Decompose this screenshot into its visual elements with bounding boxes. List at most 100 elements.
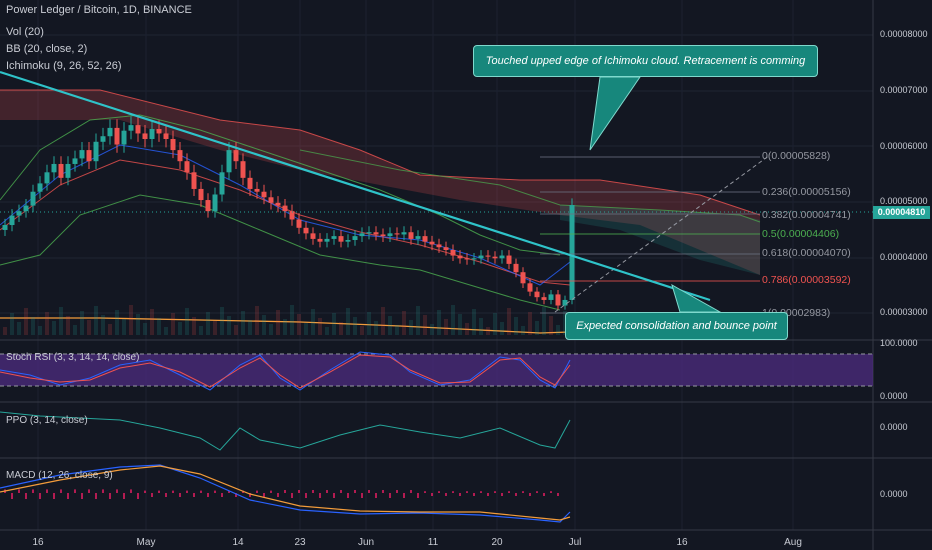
indicator-bb[interactable]: BB (20, close, 2) xyxy=(6,43,88,55)
price-axis-label: 0.00006000 xyxy=(880,141,928,151)
candle-body xyxy=(9,215,15,226)
volume-bar xyxy=(353,317,357,335)
volume-bar xyxy=(171,313,175,335)
candle-body xyxy=(429,241,435,245)
stoch-d xyxy=(0,354,571,389)
annotation-top-callout[interactable]: Touched upped edge of Ichimoku cloud. Re… xyxy=(473,45,818,77)
candle-body xyxy=(366,232,372,234)
macd-label[interactable]: MACD (12, 26, close, 9) xyxy=(6,470,113,481)
stoch-rsi-label[interactable]: Stoch RSI (3, 3, 14, 14, close) xyxy=(6,352,140,363)
volume-bar xyxy=(10,313,14,335)
volume-bar xyxy=(241,311,245,335)
candle-body xyxy=(191,172,197,189)
volume-bar xyxy=(500,322,504,335)
volume-bar xyxy=(94,306,98,335)
volume-bar xyxy=(409,320,413,335)
volume-bar xyxy=(157,318,161,335)
volume-bar xyxy=(206,312,210,335)
ppo-label[interactable]: PPO (3, 14, close) xyxy=(6,415,88,426)
candle-body xyxy=(58,163,64,178)
volume-bar xyxy=(493,313,497,335)
price-axis-label: 0.00007000 xyxy=(880,85,928,95)
volume-bar xyxy=(262,315,266,335)
volume-bar xyxy=(465,323,469,335)
candle-body xyxy=(135,125,141,134)
fib-trend xyxy=(554,154,771,313)
volume-bar xyxy=(507,308,511,335)
fib-level-0: 0(0.00005828) xyxy=(762,150,831,162)
volume-bar xyxy=(458,314,462,335)
volume-bar xyxy=(346,308,350,335)
volume-bar xyxy=(213,321,217,335)
candle-body xyxy=(422,236,428,242)
annotation-bottom-callout[interactable]: Expected consolidation and bounce point xyxy=(565,312,788,340)
volume-bar xyxy=(38,326,42,335)
candle-body xyxy=(23,205,29,212)
fib-level-0236: 0.236(0.00005156) xyxy=(762,186,851,198)
candle-body xyxy=(303,227,309,234)
candle-body xyxy=(170,139,176,151)
candle-body xyxy=(352,236,358,241)
ma-line xyxy=(0,317,571,334)
time-axis-label: May xyxy=(136,537,156,548)
volume-bar xyxy=(388,316,392,335)
candle-body xyxy=(254,188,260,192)
volume-bar xyxy=(80,311,84,335)
ichimoku-cloud-red xyxy=(0,90,760,275)
candle-body xyxy=(394,233,400,235)
fib-level-0618: 0.618(0.00004070) xyxy=(762,247,851,259)
volume-bar xyxy=(311,309,315,335)
volume-bar xyxy=(423,315,427,335)
candle-body xyxy=(555,294,561,306)
time-axis-label: Jul xyxy=(568,537,582,548)
candle-body xyxy=(513,263,519,273)
candle-body xyxy=(310,233,316,239)
volume-bar xyxy=(395,325,399,335)
volume-bar xyxy=(220,307,224,335)
bb-basis xyxy=(0,159,571,286)
volume-bar xyxy=(101,315,105,335)
volume-bar xyxy=(87,320,91,335)
candle-body xyxy=(373,232,379,235)
volume-bar xyxy=(556,325,560,335)
volume-bar xyxy=(122,319,126,335)
macd-axis-label: 0.0000 xyxy=(880,489,908,499)
candle-body xyxy=(275,202,281,206)
indicator-ichimoku[interactable]: Ichimoku (9, 26, 52, 26) xyxy=(6,60,122,72)
candle-body xyxy=(541,297,547,300)
candle-body xyxy=(93,141,99,162)
time-axis-label: 11 xyxy=(427,537,439,548)
candle-body xyxy=(443,247,449,250)
volume-bar xyxy=(248,320,252,335)
candle-body xyxy=(338,236,344,242)
candle-body xyxy=(198,188,204,201)
fib-level-05: 0.5(0.00004406) xyxy=(762,228,840,240)
volume-bar xyxy=(360,326,364,335)
time-axis-label: Aug xyxy=(784,537,802,548)
volume-bar xyxy=(528,312,532,335)
candle-body xyxy=(534,291,540,298)
candle-body xyxy=(282,205,288,212)
volume-bar xyxy=(402,311,406,335)
macd-line xyxy=(0,464,571,523)
candle-body xyxy=(527,283,533,292)
ppo-line xyxy=(0,411,571,451)
indicator-vol[interactable]: Vol (20) xyxy=(6,26,44,38)
candle-body xyxy=(142,133,148,139)
trendline xyxy=(0,70,711,302)
candle-body xyxy=(324,238,330,242)
volume-bar xyxy=(185,308,189,335)
candle-body xyxy=(345,240,351,242)
price-axis-label: 0.00005000 xyxy=(880,196,928,206)
volume-bar xyxy=(304,323,308,335)
candle-body xyxy=(317,238,323,242)
volume-bar xyxy=(73,325,77,335)
volume-bar xyxy=(66,316,70,335)
candle-body xyxy=(233,150,239,162)
volume-bar xyxy=(451,305,455,335)
volume-bar xyxy=(325,327,329,335)
volume-bar xyxy=(479,318,483,335)
volume-bar xyxy=(199,326,203,335)
price-axis-label: 0.00004000 xyxy=(880,252,928,262)
